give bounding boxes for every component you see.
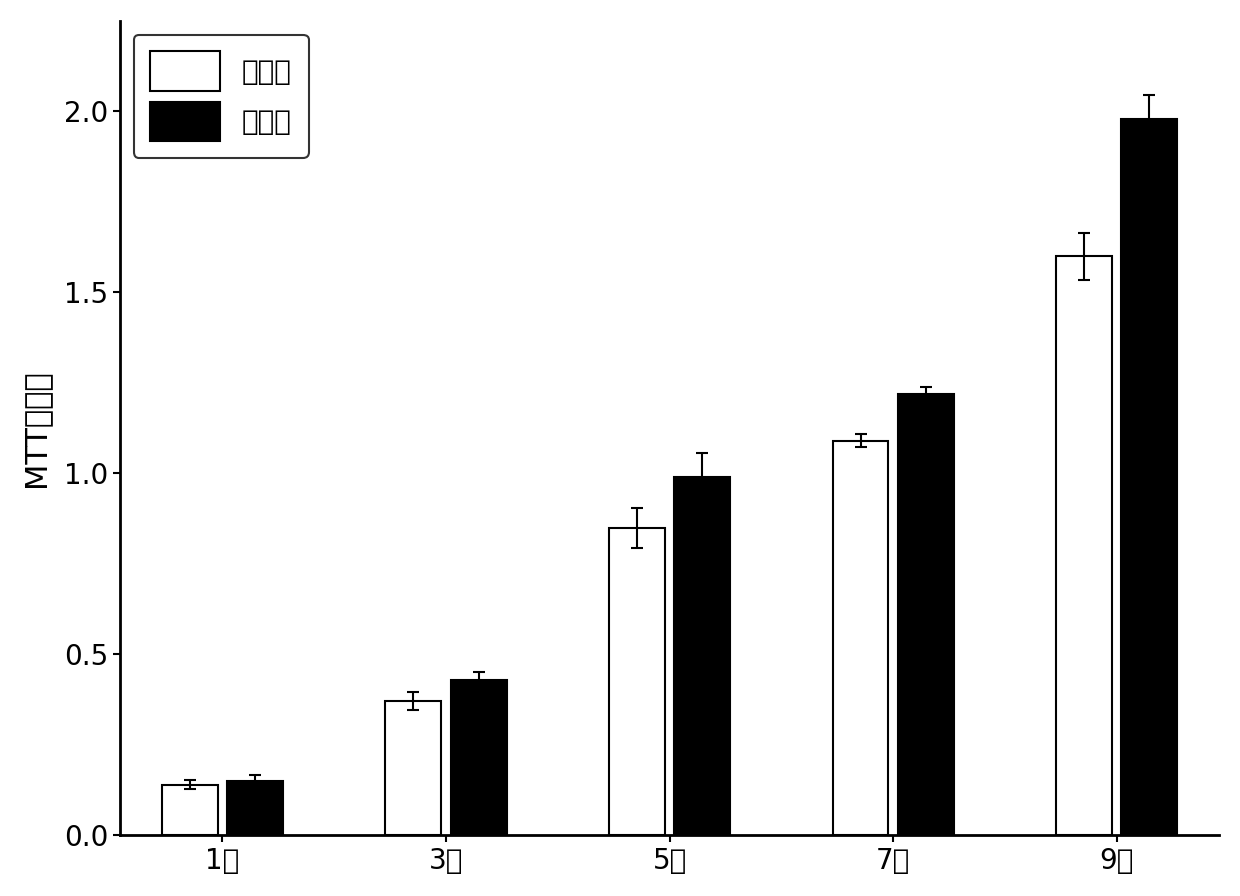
Bar [450, 680, 506, 835]
Bar [227, 781, 283, 835]
Legend: 对照组, 支架组: 对照组, 支架组 [134, 35, 309, 158]
Bar [609, 528, 665, 835]
Bar [1121, 118, 1177, 835]
Bar [675, 477, 730, 835]
Y-axis label: MTT吸光値: MTT吸光値 [21, 369, 50, 487]
Bar [832, 441, 888, 835]
Bar [1056, 256, 1112, 835]
Bar [898, 393, 954, 835]
Bar [386, 702, 441, 835]
Bar [162, 785, 218, 835]
